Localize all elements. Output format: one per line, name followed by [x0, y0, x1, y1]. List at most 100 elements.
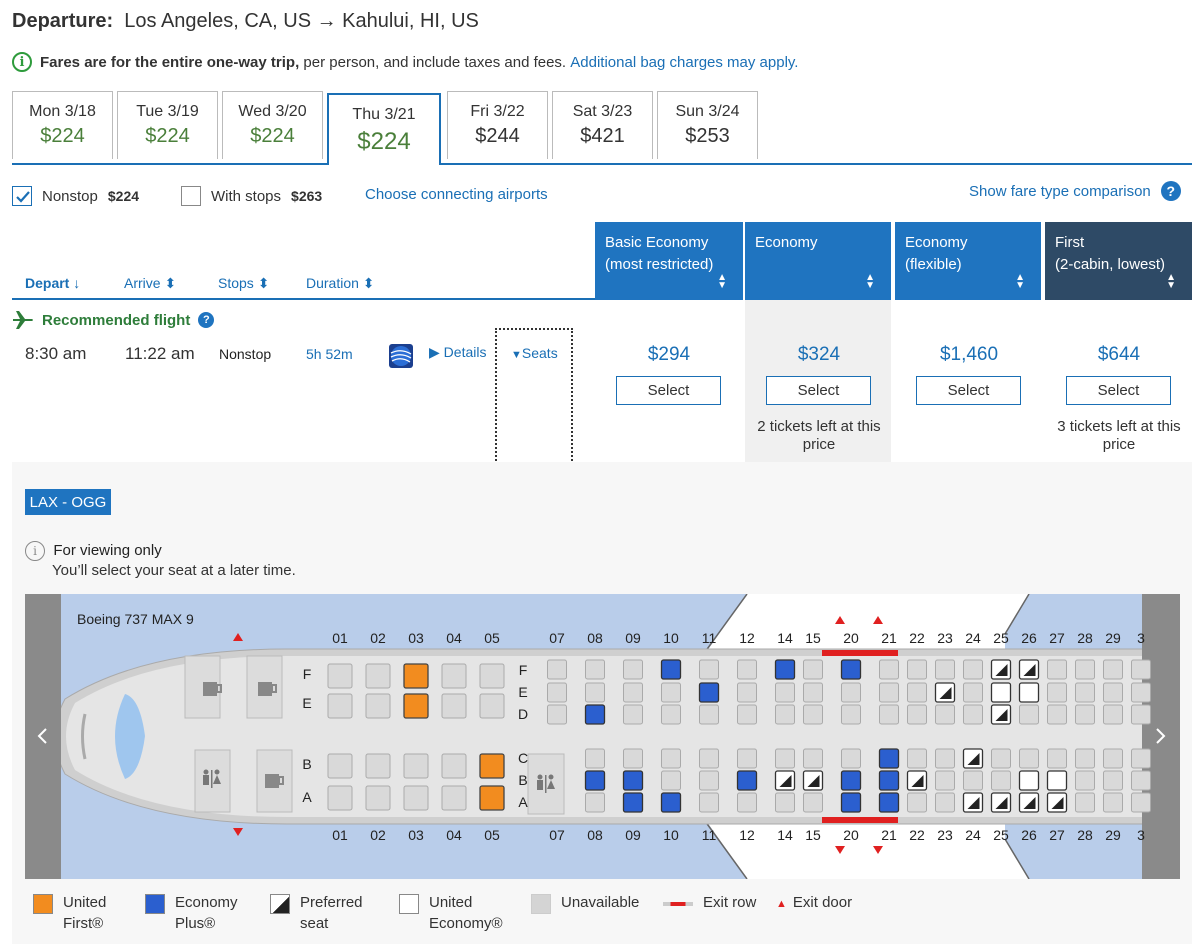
seat	[935, 659, 955, 680]
legend-united-first: United First®	[33, 892, 106, 934]
fare-comparison[interactable]: Show fare type comparison ?	[969, 181, 1181, 201]
seat	[547, 682, 567, 703]
row-number: 07	[549, 630, 565, 646]
sort-stops[interactable]: Stops ⬍	[218, 275, 270, 291]
column-economy[interactable]: Economy ▲ ▼	[745, 222, 891, 300]
date-tab-tue[interactable]: Tue 3/19 $224	[117, 91, 218, 159]
with-stops-checkbox[interactable]	[181, 186, 201, 206]
date-tab-thu-selected[interactable]: Thu 3/21 $224	[327, 93, 441, 165]
nonstop-label: Nonstop	[42, 187, 98, 205]
date-tab-price: $224	[145, 125, 190, 147]
seat	[879, 682, 899, 703]
help-icon[interactable]: ?	[1160, 181, 1181, 201]
date-tab-price: $253	[685, 125, 730, 147]
details-toggle[interactable]: ▶ Details	[429, 344, 486, 361]
row-number: 01	[332, 827, 348, 843]
seat	[661, 748, 681, 769]
sort-duration[interactable]: Duration ⬍	[306, 275, 375, 291]
seat	[878, 792, 900, 813]
seat-map: 01 01 02 02 03 03 04 04 05 05 07 07 08 08 09 09 10 10 11 11…	[25, 594, 1180, 879]
seat	[963, 682, 983, 703]
seat	[907, 792, 927, 813]
sort-depart[interactable]: Depart ↓	[25, 275, 81, 291]
fare-comparison-link[interactable]: Show fare type comparison	[969, 182, 1151, 200]
seat	[840, 770, 862, 791]
row-number: 15	[805, 827, 821, 843]
row-number: 03	[408, 827, 424, 843]
date-tabs-underline	[12, 163, 1192, 165]
caret-right-icon: ▶	[429, 344, 440, 360]
seat	[585, 659, 605, 680]
seat	[1019, 704, 1039, 725]
seat	[403, 753, 429, 779]
recommended-label: Recommended flight	[42, 311, 191, 329]
row-number: 26	[1021, 630, 1037, 646]
seat	[547, 704, 567, 725]
duration-value: 5h 52m	[306, 346, 353, 362]
sort-arrive[interactable]: Arrive ⬍	[124, 275, 177, 291]
notice-rest: per person, and include taxes and fees.	[299, 53, 567, 71]
select-basic-economy-button[interactable]: Select	[616, 376, 721, 405]
galley-icon	[203, 682, 222, 696]
date-tab-sat[interactable]: Sat 3/23 $421	[552, 91, 653, 159]
seat	[963, 704, 983, 725]
date-tab-mon[interactable]: Mon 3/18 $224	[12, 91, 113, 159]
seat	[1131, 792, 1151, 813]
seat	[990, 659, 1012, 680]
bag-charges-link[interactable]: Additional bag charges may apply.	[570, 53, 799, 71]
seat	[623, 748, 643, 769]
row-number: 24	[965, 630, 981, 646]
column-subtitle: (2-cabin, lowest)	[1055, 256, 1166, 273]
seat	[841, 748, 861, 769]
seat	[1046, 792, 1068, 813]
date-tab-sun[interactable]: Sun 3/24 $253	[657, 91, 758, 159]
connecting-airports-link[interactable]: Choose connecting airports	[365, 186, 548, 203]
seat	[907, 748, 927, 769]
nonstop-filter[interactable]: Nonstop $224	[12, 186, 139, 206]
seat	[962, 792, 984, 813]
select-economy-button[interactable]: Select	[766, 376, 871, 405]
seat-map-scroll-right[interactable]	[1142, 594, 1180, 879]
seat	[935, 792, 955, 813]
seats-toggle[interactable]: ▼Seats	[495, 328, 573, 464]
seat	[774, 770, 796, 791]
seat	[1075, 682, 1095, 703]
select-economy-flexible-button[interactable]: Select	[916, 376, 1021, 405]
seat-map-scroll-left[interactable]	[25, 594, 61, 879]
legend-exit-door: ▲ Exit door	[776, 892, 852, 915]
seat-letter: E	[518, 684, 527, 700]
row-number: 21	[881, 827, 897, 843]
row-number: 04	[446, 827, 462, 843]
seat-letter: F	[519, 662, 528, 678]
nonstop-checkbox[interactable]	[12, 186, 32, 206]
column-economy-flexible[interactable]: Economy (flexible) ▲ ▼	[895, 222, 1041, 300]
exit-door-icon: ▲	[776, 898, 787, 910]
date-tab-fri[interactable]: Fri 3/22 $244	[447, 91, 548, 159]
seat	[1047, 704, 1067, 725]
date-tab-day: Mon 3/18	[29, 103, 96, 120]
seat	[479, 753, 505, 779]
column-basic-economy[interactable]: Basic Economy (most restricted) ▲ ▼	[595, 222, 743, 300]
seat	[479, 693, 505, 719]
seat	[1047, 748, 1067, 769]
help-icon[interactable]: ?	[198, 312, 215, 328]
row-number: 20	[843, 630, 859, 646]
seat	[585, 792, 605, 813]
seat	[879, 659, 899, 680]
seat	[699, 659, 719, 680]
legend-text: Economy	[175, 894, 238, 911]
seat	[991, 748, 1011, 769]
row-number: 09	[625, 630, 641, 646]
seat-letter: C	[518, 750, 528, 766]
seat	[403, 785, 429, 811]
select-first-button[interactable]: Select	[1066, 376, 1171, 405]
seat	[803, 659, 823, 680]
seat	[1018, 770, 1040, 791]
date-tab-wed[interactable]: Wed 3/20 $224	[222, 91, 323, 159]
with-stops-filter[interactable]: With stops $263	[181, 186, 322, 206]
seat	[1075, 770, 1095, 791]
legend-text: United	[429, 894, 473, 911]
seat	[1103, 770, 1123, 791]
column-first[interactable]: First (2-cabin, lowest) ▲ ▼	[1045, 222, 1192, 300]
seat	[1047, 682, 1067, 703]
